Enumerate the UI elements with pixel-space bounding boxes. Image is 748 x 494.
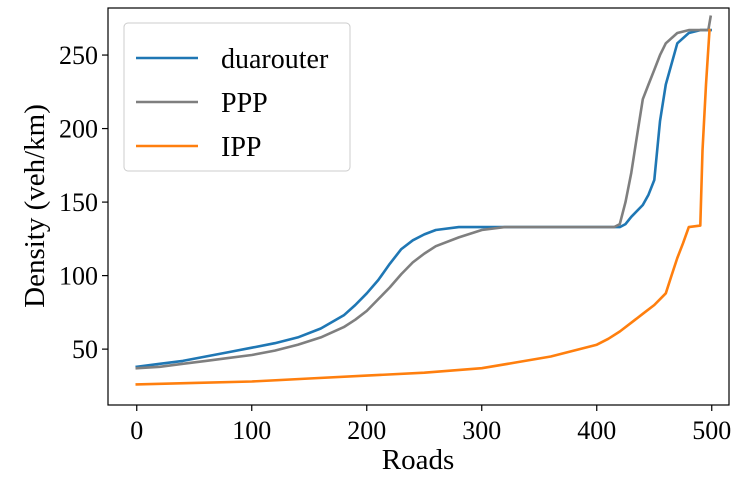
y-tick-label: 250	[59, 41, 98, 70]
x-tick-label: 300	[462, 416, 501, 445]
series-line-duarouter	[135, 28, 712, 369]
series-line-ipp	[135, 28, 711, 386]
y-tick-label: 50	[72, 335, 98, 364]
legend-label-ipp: IPP	[221, 132, 261, 163]
y-tick-label: 150	[59, 188, 98, 217]
legend: duarouter PPP IPP	[123, 22, 351, 172]
x-tick-label: 500	[692, 416, 731, 445]
y-tick-label: 100	[59, 262, 98, 291]
x-tick-label: 100	[232, 416, 271, 445]
x-tick-label: 0	[130, 416, 143, 445]
x-axis: 0 100 200 300 400 500	[130, 405, 731, 445]
legend-label-ppp: PPP	[221, 88, 268, 119]
y-axis-label: Density (veh/km)	[19, 104, 51, 308]
x-axis-label: Roads	[382, 444, 455, 476]
legend-items: duarouter PPP IPP	[136, 44, 329, 163]
plot-area	[107, 7, 730, 406]
series-layer	[135, 15, 713, 386]
legend-box	[123, 22, 351, 172]
series-line-ppp	[135, 15, 713, 370]
y-axis: 50 100 150 200 250	[59, 41, 108, 364]
y-tick-label: 200	[59, 115, 98, 144]
x-tick-label: 200	[347, 416, 386, 445]
x-tick-label: 400	[577, 416, 616, 445]
legend-label-duarouter: duarouter	[221, 44, 329, 75]
